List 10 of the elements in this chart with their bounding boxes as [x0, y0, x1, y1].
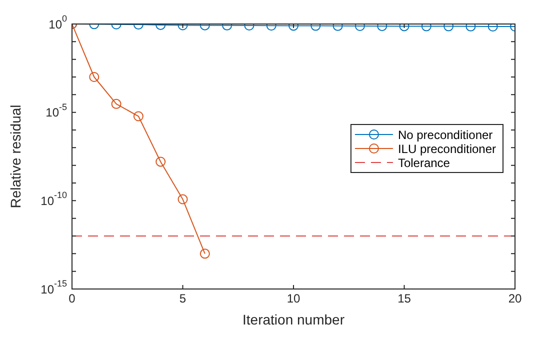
- legend-label: Tolerance: [398, 156, 450, 170]
- x-tick-label: 15: [398, 291, 412, 306]
- legend-label: ILU preconditioner: [398, 142, 496, 156]
- x-axis-title: Iteration number: [242, 311, 345, 328]
- x-tick-label: 10: [286, 291, 300, 306]
- y-axis-title: Relative residual: [7, 104, 24, 208]
- legend-label: No preconditioner: [398, 128, 493, 142]
- x-tick-label: 20: [508, 291, 522, 306]
- x-tick-label: 0: [68, 291, 76, 306]
- x-tick-label: 5: [179, 291, 186, 306]
